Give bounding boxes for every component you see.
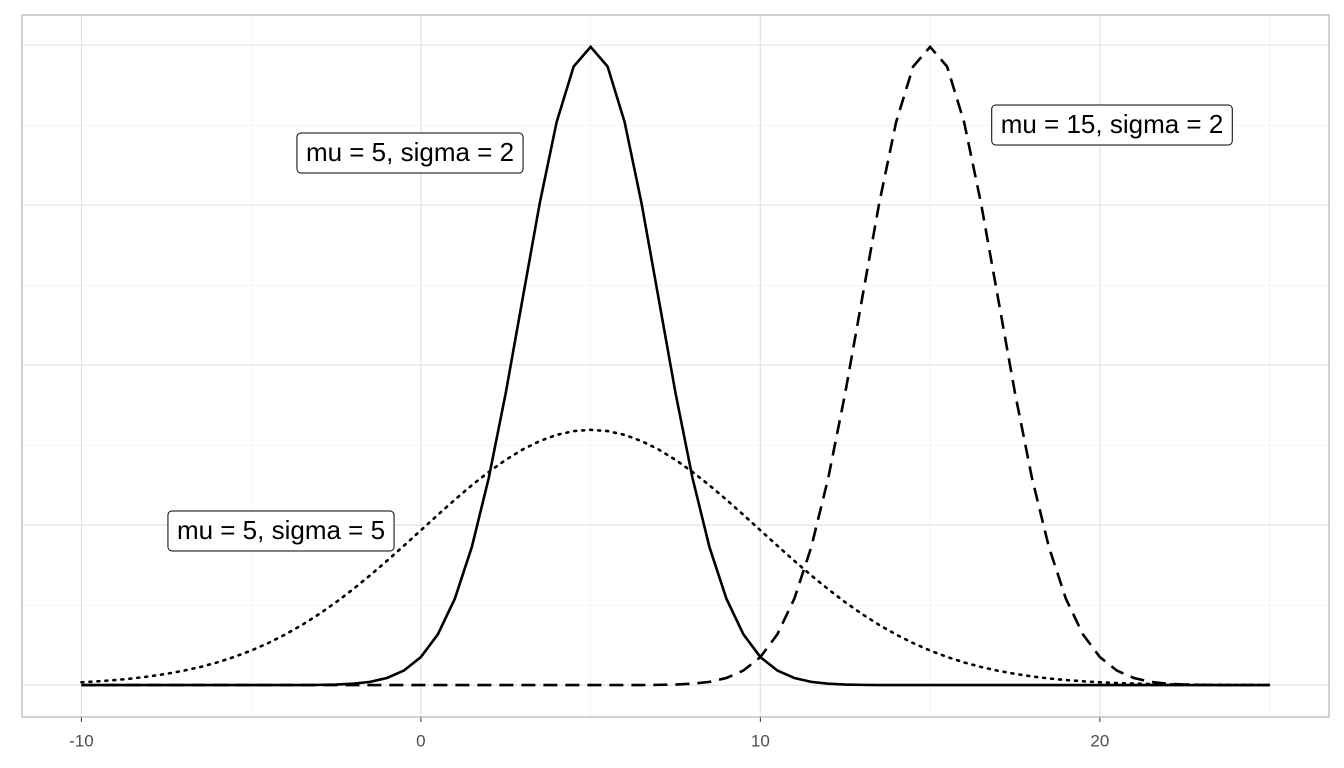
density-line	[81, 44, 1270, 687]
x-tick-label: 10	[751, 731, 770, 750]
label-box	[167, 510, 395, 552]
density-line	[80, 428, 1271, 687]
panel-border	[21, 14, 1330, 718]
x-tick-label: 0	[416, 731, 425, 750]
series-label: mu = 15, sigma = 2	[1001, 109, 1224, 139]
x-tick-label: -10	[69, 731, 94, 750]
series-label: mu = 5, sigma = 2	[306, 137, 514, 167]
x-tick-label: 20	[1090, 731, 1109, 750]
label-box	[991, 104, 1233, 146]
series-label: mu = 5, sigma = 5	[177, 515, 385, 545]
label-box	[296, 132, 524, 174]
